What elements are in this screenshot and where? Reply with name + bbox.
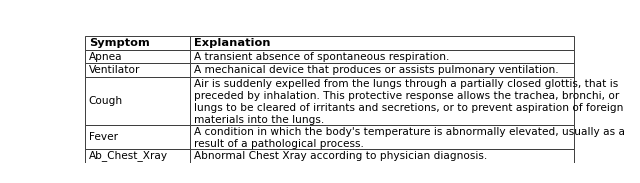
Text: Explanation: Explanation <box>194 38 270 48</box>
Bar <box>190 63 573 77</box>
Bar <box>85 50 190 63</box>
Bar <box>190 149 573 163</box>
Text: A condition in which the body's temperature is abnormally elevated, usually as a: A condition in which the body's temperat… <box>194 127 625 149</box>
Text: Fever: Fever <box>89 132 118 142</box>
Text: Apnea: Apnea <box>89 52 122 61</box>
Text: Ventilator: Ventilator <box>89 65 140 75</box>
Text: Symptom: Symptom <box>89 38 150 48</box>
Text: A transient absence of spontaneous respiration.: A transient absence of spontaneous respi… <box>194 52 449 61</box>
Text: A mechanical device that produces or assists pulmonary ventilation.: A mechanical device that produces or ass… <box>194 65 559 75</box>
Text: Cough: Cough <box>89 96 123 106</box>
Text: Ab_Chest_Xray: Ab_Chest_Xray <box>89 151 168 161</box>
Bar <box>190 125 573 149</box>
Bar <box>85 36 190 50</box>
Bar <box>190 36 573 50</box>
Bar <box>190 50 573 63</box>
Bar <box>85 125 190 149</box>
Bar <box>85 149 190 163</box>
Bar <box>85 63 190 77</box>
Text: Abnormal Chest Xray according to physician diagnosis.: Abnormal Chest Xray according to physici… <box>194 151 487 161</box>
Text: Air is suddenly expelled from the lungs through a partially closed glottis, that: Air is suddenly expelled from the lungs … <box>194 79 623 125</box>
Bar <box>85 77 190 125</box>
Bar <box>190 77 573 125</box>
